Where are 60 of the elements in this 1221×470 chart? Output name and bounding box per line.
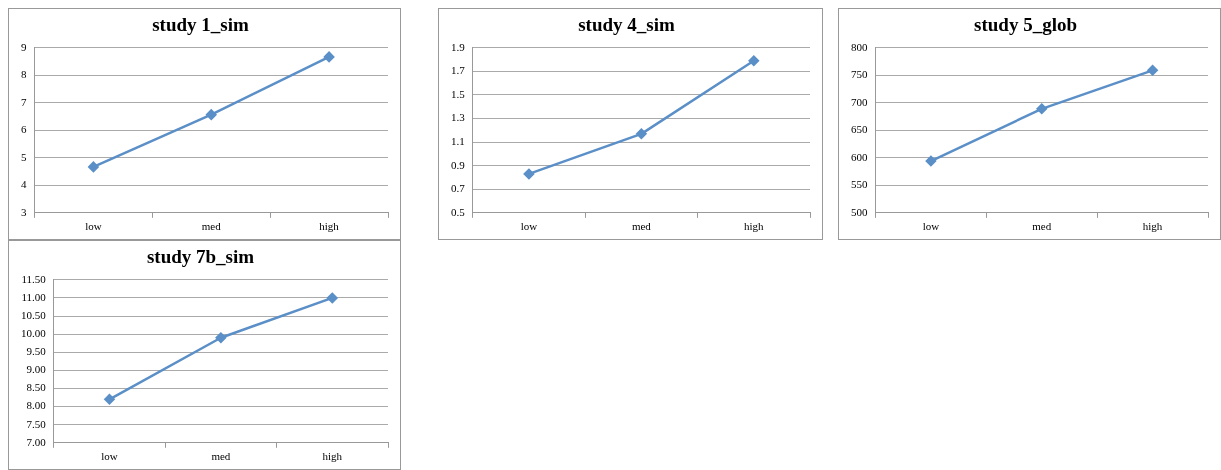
y-tick-label: 0.9 [451,158,466,171]
y-tick-label: 0.5 [451,205,466,218]
y-tick-label: 7.50 [26,417,47,430]
y-tick-label: 8.50 [26,381,47,394]
y-tick-label: 11.00 [21,290,47,303]
y-tick-label: 7.00 [26,435,47,448]
point [104,394,115,405]
x-tick-label: low [85,220,102,233]
y-tick-label: 700 [851,95,868,108]
chart-title: study 1_sim [152,14,249,36]
y-tick-label: 1.5 [451,87,466,100]
y-tick-label: 8.00 [26,399,47,412]
y-tick-label: 1.9 [451,40,466,53]
y-tick-label: 650 [851,123,868,136]
chart-title: study 7b_sim [146,246,255,268]
point [1147,65,1158,76]
y-tick-label: 0.7 [451,182,466,195]
y-tick-label: 9 [21,40,27,53]
point [636,128,647,140]
x-tick-label: high [1142,220,1163,233]
y-tick-label: 6 [21,123,27,136]
x-tick-label: low [520,220,538,233]
point [215,332,227,344]
x-tick-label: med [1032,220,1052,233]
chart-title: study 5_glob [974,14,1077,36]
y-tick-label: 9.00 [26,363,47,376]
y-tick-label: 750 [851,68,868,81]
y-tick-label: 9.50 [26,345,47,358]
y-tick-label: 1.7 [451,64,466,77]
point [523,168,535,180]
chart-title: study 4_sim [578,14,675,36]
y-tick-label: 5 [21,150,27,163]
point [88,161,99,173]
point [925,155,937,167]
y-tick-label: 1.1 [451,134,465,147]
point [748,55,760,67]
y-tick-label: 600 [851,150,868,163]
point [323,51,335,63]
point [1036,103,1047,115]
y-tick-label: 8 [21,68,27,81]
y-tick-label: 1.3 [451,111,466,124]
y-tick-label: 4 [21,178,27,191]
y-tick-label: 550 [851,178,868,191]
y-tick-label: 500 [851,205,868,218]
y-tick-label: 10.00 [21,327,47,340]
x-tick-label: med [211,450,231,463]
y-tick-label: 10.50 [21,308,47,321]
y-tick-label: 800 [851,40,868,53]
x-tick-label: med [201,220,222,233]
y-tick-label: 3 [21,205,27,218]
x-tick-label: med [631,220,652,233]
y-tick-label: 7 [21,95,27,108]
x-tick-label: high [319,220,340,233]
point [327,292,338,304]
x-tick-label: high [744,220,765,233]
y-tick-label: 11.50 [21,272,47,285]
x-tick-label: low [101,450,118,463]
point [206,109,217,120]
x-tick-label: low [922,220,940,233]
x-tick-label: high [322,450,343,463]
